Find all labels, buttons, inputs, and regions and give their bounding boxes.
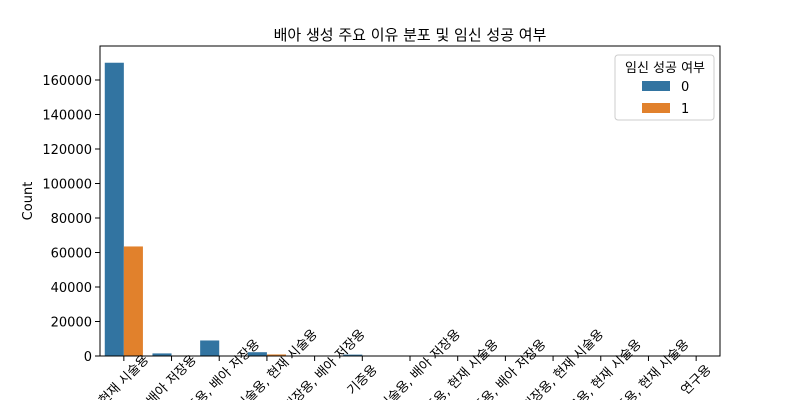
y-tick-label: 140000: [42, 108, 92, 123]
legend-swatch: [642, 103, 670, 113]
y-tick-label: 40000: [51, 281, 92, 296]
y-tick-label: 0: [84, 350, 92, 365]
legend-title: 임신 성공 여부: [625, 61, 705, 76]
x-tick-label: 연구용: [679, 362, 715, 398]
bar: [343, 354, 363, 356]
bar: [152, 353, 172, 356]
y-tick-label: 80000: [51, 212, 92, 227]
x-tick-label: 기증용: [345, 362, 381, 398]
y-tick-label: 20000: [51, 315, 92, 330]
y-tick-label: 120000: [42, 143, 92, 158]
legend-swatch: [642, 81, 670, 91]
bar: [200, 340, 220, 356]
bar: [104, 62, 124, 356]
y-tick-label: 100000: [42, 177, 92, 192]
legend-label: 1: [681, 102, 689, 117]
bar: [247, 352, 267, 356]
plot-frame: [99, 45, 721, 357]
y-tick-label: 60000: [51, 246, 92, 261]
y-tick-label: 160000: [42, 74, 92, 89]
chart-title: 배아 생성 주요 이유 분포 및 임신 성공 여부: [274, 26, 547, 44]
bar: [123, 246, 143, 356]
legend-label: 0: [681, 80, 689, 95]
bar: [266, 354, 286, 356]
y-axis-label: Count: [21, 182, 36, 221]
